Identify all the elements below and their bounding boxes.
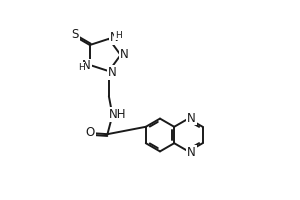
Text: S: S <box>72 28 79 41</box>
Text: H: H <box>78 63 84 72</box>
Text: N: N <box>82 59 91 72</box>
Text: N: N <box>187 112 196 124</box>
Text: H: H <box>115 31 122 40</box>
Text: NH: NH <box>109 108 127 121</box>
Text: N: N <box>120 48 129 62</box>
Text: O: O <box>85 126 95 139</box>
Text: N: N <box>187 146 196 158</box>
Text: N: N <box>110 31 118 44</box>
Text: N: N <box>107 66 116 79</box>
